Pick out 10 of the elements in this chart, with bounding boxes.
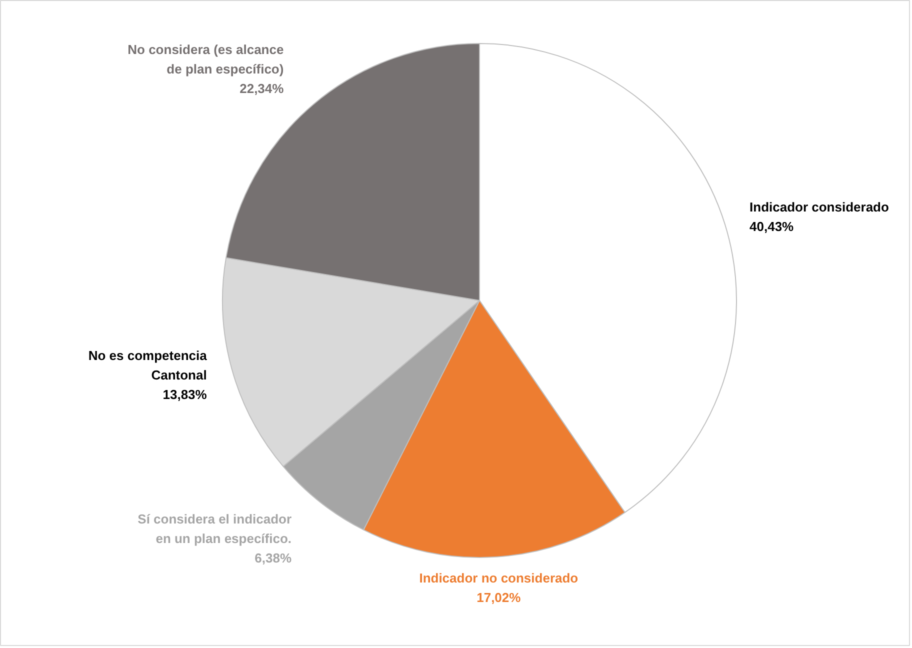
data-label: 13,83% [162, 387, 208, 402]
slice-label: Indicador considerado [750, 200, 889, 215]
slice-label: No es competencia Cantonal [88, 348, 208, 383]
data-label: 22,34% [240, 80, 284, 96]
slice-label: Indicador no considerado [419, 570, 578, 586]
data-label: 17,02% [476, 590, 522, 605]
data-label: 6,38% [254, 550, 292, 566]
slice-label: Sí considera el indicador en un plan específico. [138, 511, 292, 546]
data-label: 40,43% [750, 219, 794, 234]
slice-label: No considera (es alcance de plan específico) [128, 42, 284, 76]
